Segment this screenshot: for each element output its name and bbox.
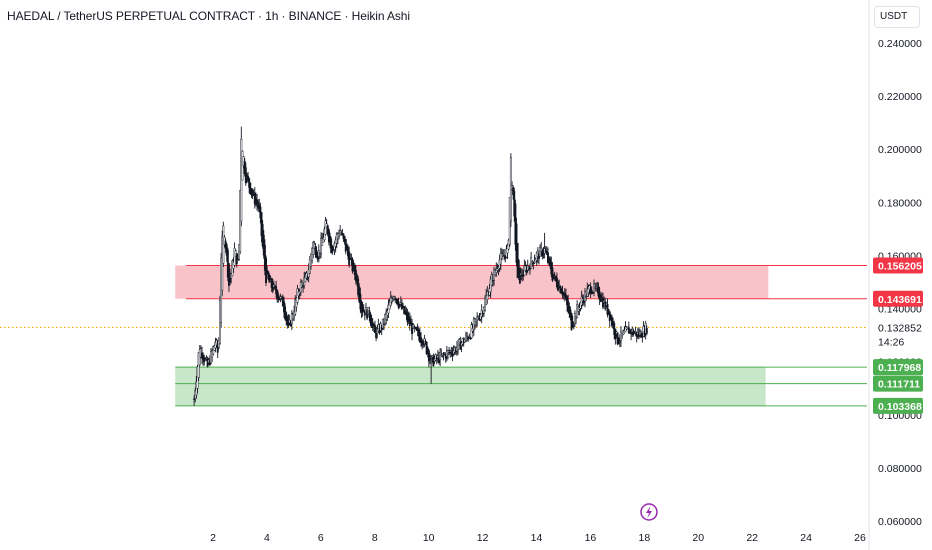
price-axis[interactable]: 0.2400000.2200000.2000000.1800000.160000… bbox=[878, 38, 922, 528]
y-tick-label: 0.220000 bbox=[878, 91, 922, 103]
price-tag bbox=[873, 397, 923, 414]
zone-layer bbox=[0, 265, 867, 407]
price-tag-label: 0.103368 bbox=[878, 401, 922, 413]
candle-body bbox=[645, 328, 648, 334]
x-tick-label: 4 bbox=[264, 532, 270, 544]
x-tick-label: 8 bbox=[372, 532, 378, 544]
x-tick-label: 10 bbox=[423, 532, 435, 544]
y-tick-label: 0.080000 bbox=[878, 463, 922, 475]
price-tag bbox=[873, 290, 923, 307]
countdown-label: 14:26 bbox=[878, 337, 904, 349]
last-price-label: 0.132852 bbox=[878, 323, 922, 335]
chart-title: HAEDAL / TetherUS PERPETUAL CONTRACT · 1… bbox=[7, 9, 410, 23]
x-tick-label: 26 bbox=[854, 532, 866, 544]
support-zone bbox=[175, 367, 766, 406]
x-tick-label: 16 bbox=[585, 532, 597, 544]
price-tag-label: 0.117968 bbox=[878, 362, 921, 374]
y-tick-label: 0.060000 bbox=[878, 516, 922, 528]
x-tick-label: 2 bbox=[210, 532, 216, 544]
time-axis[interactable]: 2 4 6 8 10 12 14 16 18 20 22 24 26 bbox=[210, 532, 866, 544]
price-tags: 0.156205 0.143691 0.117968 0.111711 0.103368… bbox=[873, 257, 923, 414]
y-tick-label: 0.200000 bbox=[878, 144, 922, 156]
x-tick-label: 6 bbox=[318, 532, 324, 544]
y-tick-label: 0.180000 bbox=[878, 197, 922, 209]
lightning-icon-bolt bbox=[646, 506, 652, 518]
lightning-icon[interactable] bbox=[640, 503, 658, 521]
price-tag bbox=[873, 359, 923, 376]
x-tick-label: 14 bbox=[531, 532, 543, 544]
price-tag-label: 0.143691 bbox=[878, 294, 922, 306]
price-tag-label: 0.156205 bbox=[878, 261, 922, 273]
y-tick-label: 0.240000 bbox=[878, 38, 922, 50]
x-tick-label: 22 bbox=[746, 532, 758, 544]
x-tick-label: 24 bbox=[800, 532, 812, 544]
candles-layer bbox=[193, 126, 648, 406]
x-tick-label: 12 bbox=[477, 532, 489, 544]
currency-selector[interactable]: USDT bbox=[874, 6, 920, 28]
x-tick-label: 20 bbox=[692, 532, 704, 544]
price-tag bbox=[873, 257, 923, 274]
x-tick-label: 18 bbox=[638, 532, 650, 544]
price-tag bbox=[873, 375, 923, 392]
price-tag-label: 0.111711 bbox=[878, 379, 920, 391]
